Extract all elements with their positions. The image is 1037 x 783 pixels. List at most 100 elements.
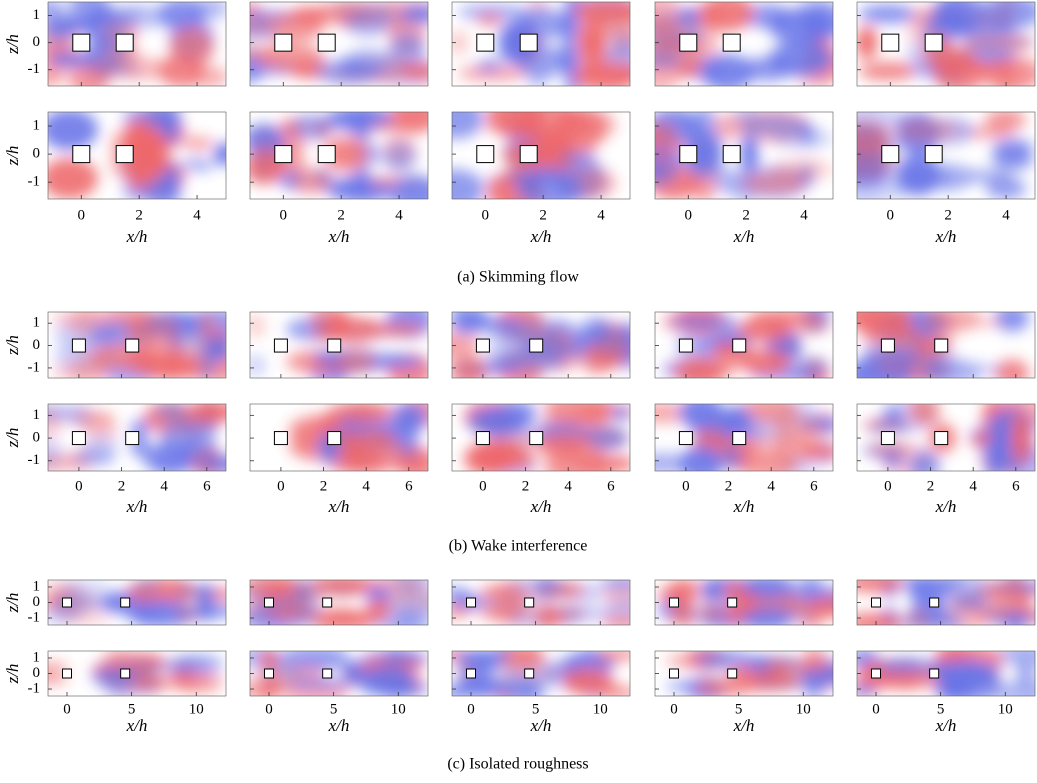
x-tick-label: 10 bbox=[796, 701, 811, 717]
x-axis-label: x/h bbox=[530, 227, 552, 246]
y-tick-label: 1 bbox=[33, 117, 41, 133]
caption: (a) Skimming flow bbox=[457, 269, 579, 286]
x-tick-label: 2 bbox=[135, 207, 143, 223]
y-axis-label: z/h bbox=[3, 593, 22, 614]
mode-field bbox=[857, 651, 1035, 696]
panel: 0 2 4 x/h bbox=[249, 111, 429, 246]
panel-frame bbox=[249, 311, 429, 379]
roughness-element bbox=[524, 668, 535, 679]
panel: 0 5 10 x/h bbox=[451, 650, 631, 735]
roughness-element bbox=[678, 431, 693, 446]
roughness-element bbox=[924, 145, 943, 164]
x-tick-label: 5 bbox=[532, 701, 540, 717]
roughness-element bbox=[679, 145, 698, 164]
roughness-element bbox=[880, 431, 895, 446]
roughness-element bbox=[120, 668, 131, 679]
x-tick-label: 4 bbox=[1002, 207, 1010, 223]
x-tick-label: 10 bbox=[189, 701, 204, 717]
roughness-element bbox=[722, 33, 741, 52]
x-tick-label: 0 bbox=[872, 701, 880, 717]
x-axis-label: x/h bbox=[935, 497, 957, 516]
roughness-element bbox=[317, 33, 336, 52]
roughness-element bbox=[322, 597, 333, 608]
x-tick-label: 4 bbox=[767, 478, 775, 494]
x-tick-label: 0 bbox=[670, 701, 678, 717]
panel: 0 2 4 6 x/h bbox=[249, 403, 429, 516]
panel bbox=[451, 579, 631, 626]
roughness-element bbox=[274, 33, 293, 52]
roughness-element bbox=[732, 338, 747, 353]
x-axis-label: x/h bbox=[126, 227, 148, 246]
panel bbox=[654, 579, 834, 626]
panel bbox=[249, 311, 429, 379]
x-tick-label: 0 bbox=[265, 701, 273, 717]
panel: -1 0 1 0 2 4 x/h z/h bbox=[3, 111, 227, 246]
roughness-element bbox=[466, 668, 477, 679]
y-tick-label: 1 bbox=[33, 578, 41, 594]
panel: 0 2 4 x/h bbox=[856, 111, 1036, 246]
panel bbox=[451, 311, 631, 379]
x-tick-label: 0 bbox=[479, 478, 487, 494]
mode-field bbox=[250, 404, 428, 471]
roughness-element bbox=[871, 597, 882, 608]
roughness-element bbox=[327, 338, 342, 353]
mode-field bbox=[250, 2, 428, 86]
panel: 0 2 4 x/h bbox=[654, 111, 834, 246]
panel-frame bbox=[451, 403, 631, 472]
x-tick-label: 5 bbox=[330, 701, 338, 717]
x-axis-label: x/h bbox=[733, 227, 755, 246]
panel bbox=[249, 1, 429, 87]
y-tick-label: -1 bbox=[28, 680, 41, 696]
roughness-element bbox=[327, 431, 342, 446]
mode-field bbox=[250, 651, 428, 696]
y-axis-label: z/h bbox=[3, 428, 22, 449]
y-tick-label: 0 bbox=[33, 665, 41, 681]
x-tick-label: 0 bbox=[685, 207, 693, 223]
panel bbox=[249, 579, 429, 626]
roughness-element bbox=[732, 431, 747, 446]
roughness-element bbox=[120, 597, 131, 608]
y-tick-label: 1 bbox=[33, 407, 41, 423]
panel: 0 5 10 x/h bbox=[856, 650, 1036, 735]
roughness-element bbox=[669, 668, 680, 679]
caption: (b) Wake interference bbox=[449, 538, 588, 555]
x-tick-label: 5 bbox=[937, 701, 945, 717]
x-tick-label: 2 bbox=[337, 207, 345, 223]
x-tick-label: 0 bbox=[78, 207, 86, 223]
panel bbox=[654, 1, 834, 87]
x-tick-label: 0 bbox=[277, 478, 285, 494]
roughness-element bbox=[71, 338, 86, 353]
roughness-element bbox=[466, 597, 477, 608]
y-tick-label: -1 bbox=[28, 452, 41, 468]
roughness-element bbox=[871, 668, 882, 679]
x-tick-label: 0 bbox=[482, 207, 490, 223]
roughness-element bbox=[881, 145, 900, 164]
roughness-element bbox=[274, 145, 293, 164]
panel bbox=[451, 1, 631, 87]
y-axis-label: z/h bbox=[3, 34, 22, 55]
roughness-element bbox=[476, 33, 495, 52]
panel-frame bbox=[654, 403, 834, 472]
mode-field bbox=[452, 404, 630, 471]
mode-field bbox=[857, 112, 1035, 199]
caption: (c) Isolated roughness bbox=[447, 756, 588, 773]
mode-field bbox=[655, 580, 833, 625]
x-tick-label: 4 bbox=[564, 478, 572, 494]
x-tick-label: 6 bbox=[810, 478, 818, 494]
roughness-element bbox=[934, 431, 949, 446]
roughness-element bbox=[72, 145, 91, 164]
mode-field bbox=[655, 651, 833, 696]
y-tick-label: 0 bbox=[33, 594, 41, 610]
x-tick-label: 6 bbox=[1012, 478, 1020, 494]
y-tick-label: -1 bbox=[28, 174, 41, 190]
y-tick-label: 1 bbox=[33, 649, 41, 665]
roughness-element bbox=[929, 668, 940, 679]
roughness-element bbox=[669, 597, 680, 608]
y-tick-label: 0 bbox=[33, 146, 41, 162]
x-tick-label: 4 bbox=[362, 478, 370, 494]
panel-frame bbox=[249, 111, 429, 200]
